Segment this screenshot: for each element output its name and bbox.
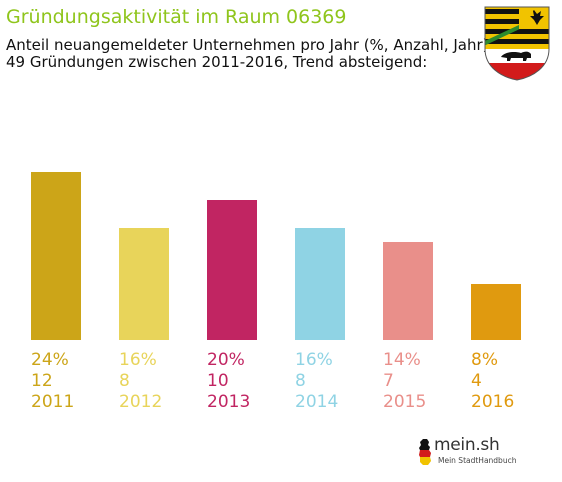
bar-percent-label-2012: 16% [119, 350, 157, 370]
bar-percent-label-2014: 16% [295, 350, 333, 370]
bar-percent-label-2015: 14% [383, 350, 421, 370]
bar-count-label-2012: 8 [119, 371, 130, 391]
bar-2015 [383, 242, 433, 340]
brand-tagline: Mein StadtHandbuch [438, 456, 517, 465]
bar-year-label-2011: 2011 [31, 392, 74, 412]
bar-2013 [207, 200, 257, 340]
bar-count-label-2015: 7 [383, 371, 394, 391]
bar-count-label-2016: 4 [471, 371, 482, 391]
bar-percent-label-2013: 20% [207, 350, 245, 370]
bar-year-label-2013: 2013 [207, 392, 250, 412]
bar-2016 [471, 284, 521, 340]
bar-year-label-2012: 2012 [119, 392, 162, 412]
bar-year-label-2016: 2016 [471, 392, 514, 412]
coat-of-arms-icon [484, 6, 550, 81]
bar-percent-label-2016: 8% [471, 350, 498, 370]
bar-year-label-2014: 2014 [295, 392, 338, 412]
bar-year-label-2015: 2015 [383, 392, 426, 412]
brand-logo[interactable]: mein.sh Mein StadtHandbuch [412, 433, 524, 471]
chart-subtitle-line2: 49 Gründungen zwischen 2011-2016, Trend … [6, 53, 428, 71]
chart-subtitle-line1: Anteil neuangemeldeter Unternehmen pro J… [6, 36, 489, 54]
germany-map-icon [419, 439, 431, 465]
chart-title: Gründungsaktivität im Raum 06369 [6, 6, 347, 28]
bar-count-label-2011: 12 [31, 371, 53, 391]
bar-2014 [295, 228, 345, 340]
bar-2011 [31, 172, 81, 340]
bar-count-label-2013: 10 [207, 371, 229, 391]
bar-count-label-2014: 8 [295, 371, 306, 391]
bar-percent-label-2011: 24% [31, 350, 69, 370]
brand-name: mein.sh [434, 435, 500, 455]
bar-2012 [119, 228, 169, 340]
